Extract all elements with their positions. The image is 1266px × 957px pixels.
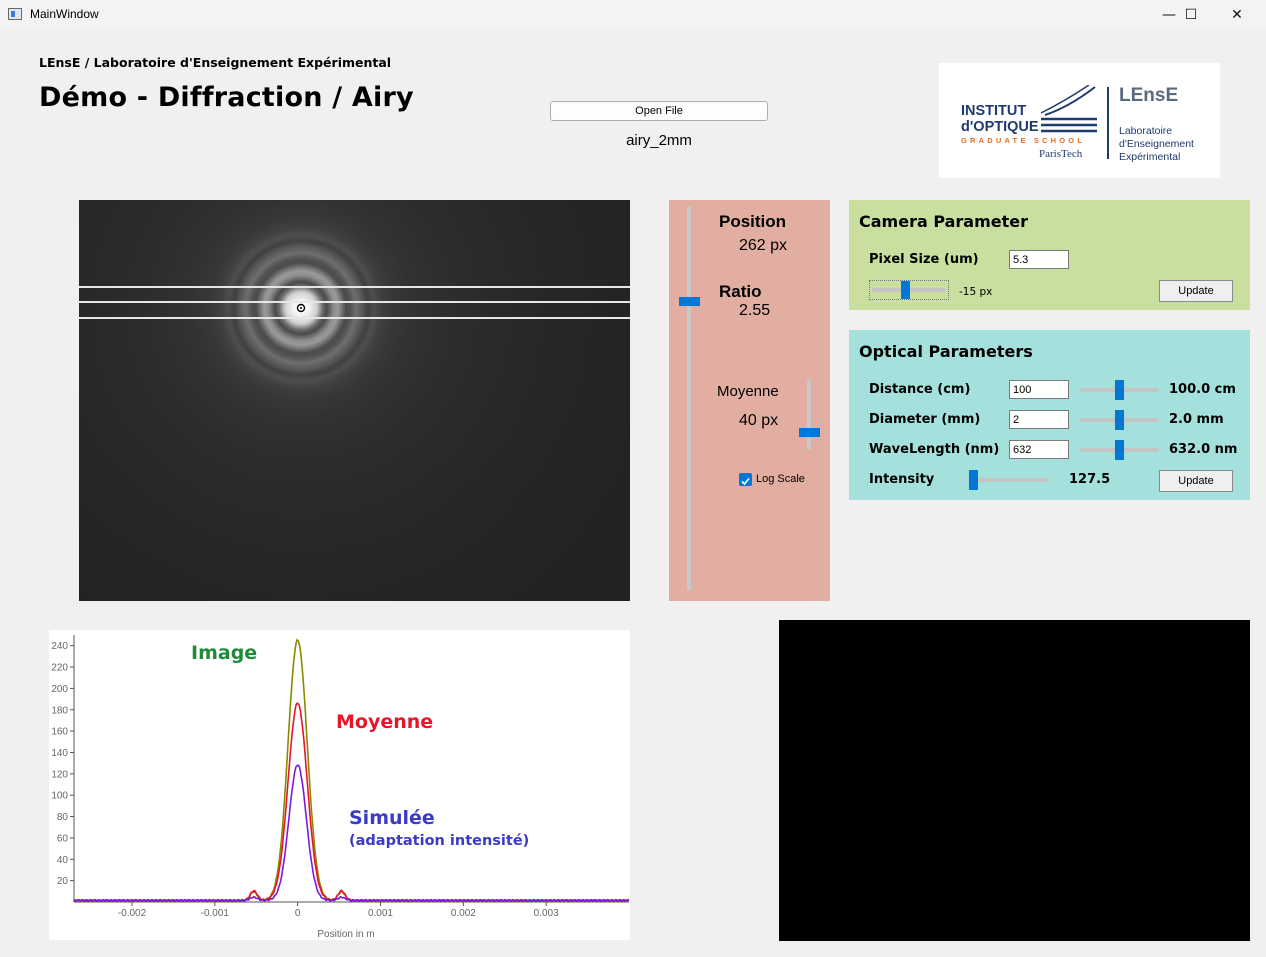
chart-annotation: Moyenne	[336, 711, 433, 733]
logo-lab3: Expérimental	[1119, 151, 1181, 163]
y-tick-label: 160	[51, 727, 68, 738]
y-tick-label: 100	[51, 791, 68, 802]
diameter-value: 2.0 mm	[1169, 412, 1224, 427]
x-tick-label: 0.003	[534, 908, 559, 919]
app-window-icon	[8, 8, 22, 20]
x-tick-label: -0.001	[201, 908, 230, 919]
log-scale-label: Log Scale	[756, 473, 805, 485]
optical-panel-title: Optical Parameters	[859, 342, 1033, 361]
x-tick-label: 0	[295, 908, 301, 919]
position-slider-handle[interactable]	[679, 297, 700, 306]
pixel-size-input[interactable]	[1009, 250, 1069, 269]
offset-slider[interactable]	[869, 280, 949, 300]
position-value: 262 px	[739, 237, 788, 254]
distance-input[interactable]	[1009, 380, 1069, 399]
logo-lab1: Laboratoire	[1119, 125, 1173, 137]
intensity-slider-track[interactable]	[967, 478, 1049, 482]
camera-image[interactable]	[79, 200, 630, 601]
y-tick-label: 140	[51, 748, 68, 759]
camera-panel-title: Camera Parameter	[859, 212, 1029, 231]
logo-brand: LEnsE	[1119, 85, 1179, 106]
maximize-icon[interactable]: ☐	[1184, 7, 1198, 23]
logo-waves-icon	[1040, 85, 1097, 133]
wavelength-slider-handle[interactable]	[1115, 440, 1124, 460]
checkmark-icon	[741, 477, 750, 486]
distance-value: 100.0 cm	[1169, 382, 1236, 397]
optical-update-button[interactable]: Update	[1159, 470, 1233, 492]
y-tick-label: 200	[51, 684, 68, 695]
pixel-size-label: Pixel Size (um)	[869, 252, 979, 267]
x-tick-label: 0.001	[368, 908, 393, 919]
intensity-slider-handle[interactable]	[969, 470, 978, 490]
close-icon[interactable]: ✕	[1231, 7, 1243, 23]
position-label: Position	[719, 212, 787, 231]
y-tick-label: 60	[57, 833, 69, 844]
position-slider-track[interactable]	[687, 206, 691, 590]
window-title: MainWindow	[30, 7, 99, 21]
chart-annotation: (adaptation intensité)	[349, 833, 529, 849]
camera-update-button[interactable]: Update	[1159, 280, 1233, 302]
ratio-value: 2.55	[739, 302, 771, 319]
institut-optique-logo: INSTITUT d'OPTIQUE GRADUATE SCHOOL Paris…	[939, 63, 1220, 178]
minimize-icon[interactable]: —	[1162, 7, 1176, 23]
camera-parameter-panel: Camera Parameter Pixel Size (um) -15 px …	[849, 200, 1250, 310]
intensity-label: Intensity	[869, 472, 935, 487]
logo-line1: INSTITUT	[961, 103, 1027, 119]
moyenne-slider-track[interactable]	[807, 380, 811, 450]
offset-slider-handle[interactable]	[901, 281, 910, 299]
chart-annotation: Image	[191, 642, 257, 664]
diameter-label: Diameter (mm)	[869, 412, 981, 427]
distance-label: Distance (cm)	[869, 382, 971, 397]
optical-parameters-panel: Optical Parameters Distance (cm) 100.0 c…	[849, 330, 1250, 500]
chart-annotation: Simulée	[349, 807, 435, 829]
ratio-label: Ratio	[719, 282, 762, 301]
page-title: Démo - Diffraction / Airy	[39, 82, 414, 113]
moyenne-slider-handle[interactable]	[799, 428, 820, 437]
y-tick-label: 220	[51, 663, 68, 674]
wavelength-value: 632.0 nm	[1169, 442, 1238, 457]
offset-value: -15 px	[959, 286, 993, 298]
y-tick-label: 80	[57, 812, 69, 823]
logo-line4: ParisTech	[1039, 148, 1083, 160]
y-tick-label: 180	[51, 705, 68, 716]
profile-line-top	[79, 286, 630, 288]
series-line-0	[73, 638, 630, 902]
logo-divider	[1107, 87, 1109, 159]
wavelength-input[interactable]	[1009, 440, 1069, 459]
x-tick-label: -0.002	[118, 908, 147, 919]
x-axis-label: Position in m	[317, 929, 374, 940]
title-bar: MainWindow — ☐ ✕	[0, 0, 1266, 30]
simulation-display	[779, 620, 1250, 941]
diameter-input[interactable]	[1009, 410, 1069, 429]
position-panel: Position 262 px Ratio 2.55 Moyenne 40 px…	[669, 200, 830, 601]
diameter-slider-handle[interactable]	[1115, 410, 1124, 430]
wavelength-label: WaveLength (nm)	[869, 442, 1000, 457]
x-tick-label: 0.002	[451, 908, 476, 919]
profile-chart-svg: 20 40 60 80 100 120 140 160 180 200 220 240 -0.002 -0…	[51, 635, 630, 940]
logo-line3: GRADUATE SCHOOL	[961, 136, 1086, 145]
logo-lab2: d'Enseignement	[1119, 138, 1194, 150]
log-scale-checkbox[interactable]	[739, 473, 752, 486]
distance-slider-handle[interactable]	[1115, 380, 1124, 400]
moyenne-value: 40 px	[739, 412, 779, 429]
series-line-2	[73, 764, 630, 902]
profile-line-bottom	[79, 317, 630, 319]
y-tick-label: 20	[57, 876, 69, 887]
intensity-value: 127.5	[1069, 472, 1111, 487]
header-subtitle: LEnsE / Laboratoire d'Enseignement Expér…	[39, 55, 392, 70]
open-file-button[interactable]: Open File	[550, 101, 768, 121]
y-tick-label: 40	[57, 855, 69, 866]
crosshair-icon	[296, 303, 306, 313]
moyenne-label: Moyenne	[717, 383, 779, 400]
profile-line-center	[79, 301, 630, 303]
y-tick-label: 240	[51, 641, 68, 652]
logo-line2: d'OPTIQUE	[961, 119, 1039, 135]
file-name-label: airy_2mm	[626, 132, 692, 149]
profile-chart[interactable]: 20 40 60 80 100 120 140 160 180 200 220 240 -0.002 -0…	[49, 630, 630, 940]
y-tick-label: 120	[51, 769, 68, 780]
